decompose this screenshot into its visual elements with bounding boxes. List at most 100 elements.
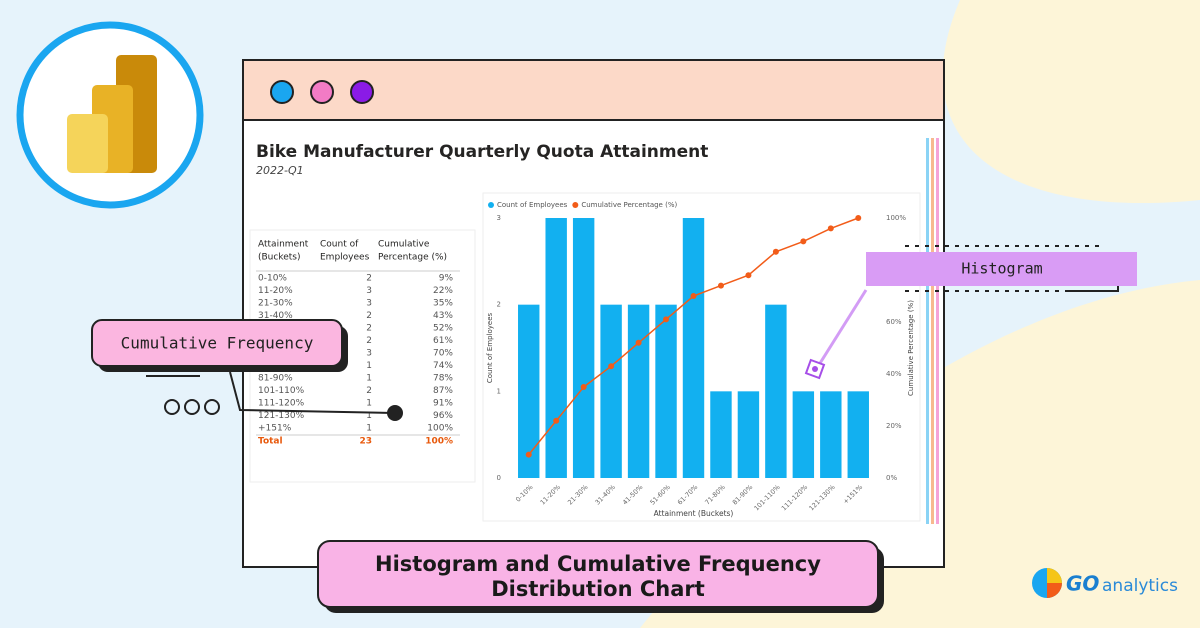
background-shape xyxy=(942,0,1200,204)
table-cell: 2 xyxy=(366,324,372,334)
table-cell: 3 xyxy=(366,349,372,359)
table-cell: 1 xyxy=(366,424,372,434)
table-cell: 31-40% xyxy=(258,311,293,321)
line-point xyxy=(827,225,834,232)
table-cell: 3 xyxy=(366,299,372,309)
table-cell: 2 xyxy=(366,274,372,284)
line-point xyxy=(745,272,752,279)
table-cell: 2 xyxy=(366,386,372,396)
bar xyxy=(682,218,705,478)
bar xyxy=(847,391,869,478)
table-cell: 1 xyxy=(366,361,372,371)
report-title: Bike Manufacturer Quarterly Quota Attain… xyxy=(256,142,708,162)
banner xyxy=(317,540,884,613)
legend-label: Count of Employees xyxy=(497,201,568,209)
table-cell: 87% xyxy=(433,386,453,396)
bar xyxy=(600,304,622,478)
table-cell: 101-110% xyxy=(258,386,305,396)
table-cell: 22% xyxy=(433,286,453,296)
table-cell: 70% xyxy=(433,349,453,359)
table-cell: 111-120% xyxy=(258,399,305,409)
line-point xyxy=(580,384,587,390)
bar xyxy=(765,304,787,478)
callout-label: Histogram xyxy=(961,260,1042,278)
table-cell: 9% xyxy=(439,274,454,284)
line-point xyxy=(800,238,807,245)
powerbi-logo xyxy=(16,21,204,209)
table-cell: 78% xyxy=(433,374,453,384)
line-point xyxy=(772,248,779,255)
table-header: Employees xyxy=(320,253,370,263)
bar xyxy=(710,391,732,478)
bar xyxy=(572,218,595,478)
line-point xyxy=(690,293,697,299)
line-point xyxy=(717,282,724,289)
banner-line: Histogram and Cumulative Frequency xyxy=(375,552,821,576)
y2-tick-label: 100% xyxy=(886,214,906,222)
line-point xyxy=(855,215,862,221)
y2-tick-label: 60% xyxy=(886,318,902,326)
bar xyxy=(627,304,650,478)
y2-tick-label: 0% xyxy=(886,474,897,482)
legend-swatch xyxy=(488,202,494,208)
table-cell: 1 xyxy=(366,411,372,421)
table-total: 23 xyxy=(359,437,372,447)
callout-left xyxy=(91,319,403,421)
table-header: Percentage (%) xyxy=(378,253,447,263)
table-cell: 0-10% xyxy=(258,274,287,284)
table-cell: 121-130% xyxy=(258,411,305,421)
report-subtitle: 2022-Q1 xyxy=(256,164,304,177)
line-point xyxy=(663,316,670,323)
bar xyxy=(737,391,760,478)
legend-label: Cumulative Percentage (%) xyxy=(581,201,677,209)
line-point xyxy=(525,451,532,458)
bar xyxy=(518,304,540,478)
table-header: Count of xyxy=(320,240,359,250)
y2-axis-title: Cumulative Percentage (%) xyxy=(907,300,915,396)
banner-line: Distribution Chart xyxy=(491,577,705,601)
table-cell: 2 xyxy=(366,311,372,321)
callout-right xyxy=(804,245,1137,380)
line-point xyxy=(635,339,642,346)
table-cell: 74% xyxy=(433,361,453,371)
legend-swatch xyxy=(572,202,579,208)
table-cell: 1 xyxy=(366,374,372,384)
brand-name: analytics xyxy=(1102,576,1178,596)
bar xyxy=(820,391,842,478)
line-point xyxy=(608,363,615,370)
table-cell: 96% xyxy=(433,411,453,421)
table-cell: 52% xyxy=(433,324,453,334)
table-cell: 11-20% xyxy=(258,286,293,296)
callout-label: Cumulative Frequency xyxy=(121,334,314,353)
table-cell: 1 xyxy=(366,399,372,409)
table-cell: 3 xyxy=(366,286,372,296)
line-point xyxy=(553,417,560,424)
table-header: (Buckets) xyxy=(258,253,301,263)
y-tick-label: 3 xyxy=(497,214,501,222)
table-cell: 35% xyxy=(433,299,453,309)
y-tick-label: 1 xyxy=(497,387,501,395)
brand-mark: GO xyxy=(1066,572,1099,596)
table-header: Cumulative xyxy=(378,240,430,250)
brand-logo xyxy=(1032,568,1062,598)
bar xyxy=(545,218,567,478)
table-header: Attainment xyxy=(258,240,309,250)
table-total: Total xyxy=(258,437,283,447)
table-cell: 100% xyxy=(427,424,453,434)
table-cell: 21-30% xyxy=(258,299,293,309)
table-cell: 43% xyxy=(433,311,453,321)
bar xyxy=(792,391,815,478)
table-cell: +151% xyxy=(258,424,292,434)
y-tick-label: 0 xyxy=(497,474,501,482)
bar xyxy=(655,304,677,478)
table-cell: 2 xyxy=(366,336,372,346)
y2-tick-label: 20% xyxy=(886,422,902,430)
y-tick-label: 2 xyxy=(497,301,501,309)
table-cell: 61% xyxy=(433,336,453,346)
table-cell: 91% xyxy=(433,399,453,409)
y-axis-title: Count of Employees xyxy=(486,313,494,384)
table-total: 100% xyxy=(425,437,453,447)
table-cell: 81-90% xyxy=(258,374,293,384)
x-axis-title: Attainment (Buckets) xyxy=(654,509,734,518)
